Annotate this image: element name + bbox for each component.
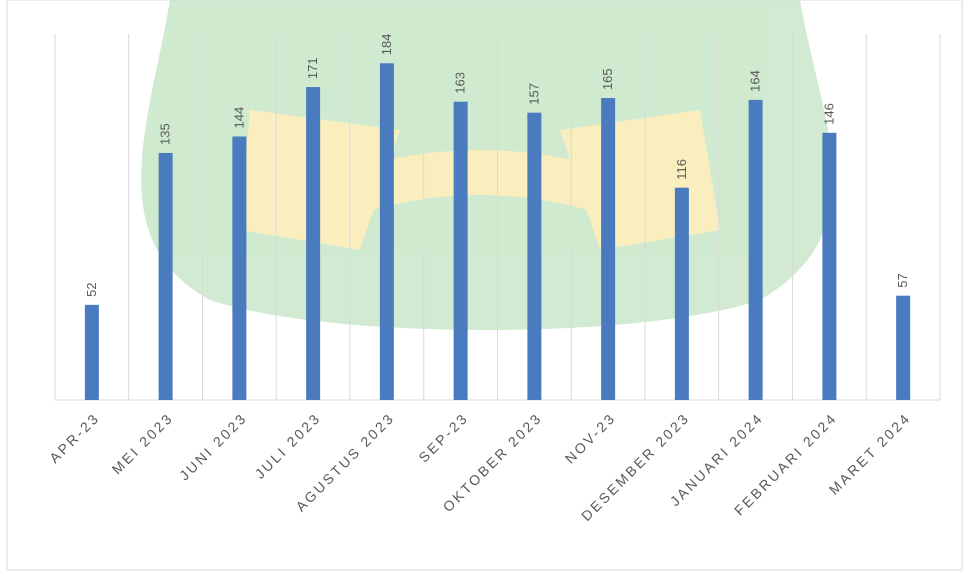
bar — [306, 87, 321, 400]
bar — [601, 98, 616, 401]
data-label: 164 — [748, 70, 763, 92]
bar — [748, 99, 763, 400]
x-tick-label: APR-23 — [46, 409, 103, 466]
bar — [84, 304, 99, 400]
chart-border — [6, 0, 963, 571]
bar — [158, 152, 173, 400]
data-label: 116 — [674, 159, 689, 180]
x-tick-label: NOV-23 — [562, 409, 619, 466]
bar — [379, 63, 394, 400]
x-tick-label: JULI 2023 — [252, 409, 324, 481]
data-label: 144 — [231, 107, 246, 129]
x-tick-label: MARET 2024 — [826, 409, 914, 497]
data-label: 135 — [158, 123, 173, 145]
x-tick-label: MEI 2023 — [109, 409, 177, 477]
bar — [232, 136, 247, 401]
data-label: 163 — [453, 72, 468, 94]
x-tick-label: JUNI 2023 — [176, 409, 250, 483]
data-label: 184 — [379, 34, 394, 56]
data-label: 165 — [600, 68, 615, 90]
bar — [896, 295, 911, 400]
data-label: 57 — [895, 273, 910, 287]
data-label: 157 — [526, 83, 541, 105]
bar — [527, 112, 542, 400]
bar — [674, 187, 689, 400]
bar — [822, 132, 837, 400]
data-label: 146 — [821, 103, 836, 125]
data-label: 52 — [84, 282, 99, 296]
bar — [453, 101, 468, 401]
x-tick-label: SEP-23 — [415, 409, 471, 465]
data-label: 171 — [305, 57, 320, 79]
